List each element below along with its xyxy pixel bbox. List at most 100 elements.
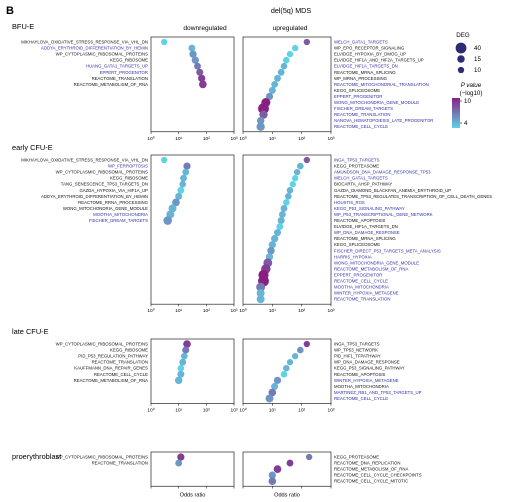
group-title: proerythroblast: [12, 452, 61, 461]
data-point-up: [292, 175, 299, 182]
data-point-up: [297, 346, 304, 354]
panel-frame-down: [150, 36, 235, 133]
x-axis-label: Odds ratio: [274, 492, 300, 498]
panel-frame-down: [150, 154, 235, 305]
data-point-down: [181, 352, 188, 360]
data-point-up: [292, 44, 299, 52]
legend-size-label: 15: [474, 56, 481, 63]
term-label-down: REACTOME_CELL_CYCLE: [94, 372, 148, 377]
data-point-up: [289, 181, 296, 188]
term-label-up: FISCHER_DIRECT_P53_TARGETS_META_ANALYSIS: [334, 248, 441, 253]
term-label-down: ADDYA_ERYTHROID_DIFFERENTIATION_BY_HEMIN: [41, 194, 148, 199]
data-point-down: [189, 50, 197, 58]
x-tick-label: 10²: [298, 408, 305, 414]
term-label-up: GAZDA_DIAMOND_BLACKFAN_ANEMIA_ERYTHROID_…: [334, 188, 451, 193]
legend-color-title: P value: [461, 82, 482, 89]
data-point-up: [285, 193, 292, 200]
data-point-down: [175, 192, 183, 200]
term-label-up: WINTER_HYPOXIA_METAGENE: [334, 378, 399, 383]
data-point-down: [177, 453, 185, 461]
term-label-up: PID_HIF1_TFPATHWAY: [334, 354, 381, 359]
term-label-up: REACTOME_TRANSLATION: [334, 112, 390, 117]
term-label-up: KEGG_PROTEASOME: [334, 164, 379, 169]
data-point-up: [274, 74, 281, 82]
x-tick-label: 10⁰: [147, 308, 154, 314]
data-point-up: [273, 376, 282, 384]
term-label-up: REACTOME_APOPTOSIS: [334, 218, 386, 223]
panel-frame-up: [242, 36, 332, 133]
term-label-down: MIKHAYLOVA_OXIDATIVE_STRESS_RESPONSE_VIA…: [21, 158, 148, 163]
x-tick-label: 10²: [298, 136, 305, 142]
term-label-down: EPPERT_PROGENITOR: [100, 70, 148, 75]
x-tick-label: 10²: [203, 308, 210, 314]
term-label-down: MOOTHA_MITOCHONDRIA: [93, 212, 148, 217]
data-point-up: [303, 340, 310, 348]
term-label-up: WP_EPO_RECEPTOR_SIGNALING: [334, 46, 405, 51]
data-point-down: [194, 62, 201, 70]
data-point-down: [172, 198, 180, 207]
panel-frame-up: [242, 338, 332, 404]
x-tick-label: 10³: [328, 308, 335, 314]
term-label-down: KEGG_RIBOSOME: [110, 176, 148, 181]
data-point-up: [280, 205, 288, 212]
term-label-up: WONG_MITOCHONDRIA_GENE_MODULE: [334, 260, 419, 265]
term-label-up: REACTOME_MITOCHONDRIAL_TRANSLATION: [334, 82, 429, 87]
term-label-up: EPPERT_PROGENITOR: [334, 272, 382, 277]
x-tick-label: 10²: [298, 308, 305, 314]
term-label-up: HARRIS_HYPOXIA: [334, 254, 372, 259]
term-label-up: WONG_MITOCHONDRIA_GENE_MODULE: [334, 100, 419, 105]
data-point-up: [256, 282, 266, 292]
term-label-up: ELVIDGE_HIF1A_TARGETS_DN: [334, 64, 398, 69]
term-label-up: REACTOME_METABOLISM_OF_RNA: [334, 266, 408, 271]
term-label-up: BIOCARTA_AHSP_PATHWAY: [334, 182, 392, 187]
data-point-down: [179, 358, 187, 366]
x-tick-label: 10¹: [175, 136, 182, 142]
data-point-up: [271, 80, 279, 88]
term-label-up: KEGG_PROTEASOME: [334, 455, 379, 460]
data-point-up: [286, 186, 294, 194]
term-label-down: WONG_MITOCHONDRIA_GENE_MODULE: [63, 206, 148, 211]
term-label-up: WP_MRNA_PROCESSING: [334, 76, 388, 81]
term-label-up: ELVIDGE_HYPOXIA_BY_DMOG_UP: [334, 52, 406, 57]
term-label-up: REACTOME_METABOLISM_OF_RNA: [334, 467, 408, 472]
data-point-down: [196, 68, 204, 76]
term-label-up: WP_P53_TRANSCRIPTIONAL_GENE_NETWORK: [334, 212, 433, 217]
x-axis-label: Odds ratio: [180, 492, 206, 498]
term-label-down: REACTOME_TRANSLATION: [92, 461, 148, 466]
x-tick-label: 10²: [203, 136, 210, 142]
data-point-up: [268, 86, 276, 94]
term-label-down: REACTOME_METABOLISM_OF_RNA: [74, 82, 148, 87]
term-label-up: AMUNDSON_DNA_DAMAGE_RESPONSE_TP53: [334, 170, 431, 175]
term-label-up: INGA_TP53_TARGETS: [334, 158, 380, 163]
term-label-down: KEGG_RIBOSOME: [110, 58, 148, 63]
term-label-up: MOOTHA_MITOCHONDRIA: [334, 285, 389, 290]
panel-letter: B: [6, 5, 14, 17]
term-label-up: REACTOME_CELL_CYCLE: [334, 396, 388, 401]
group-title: BFU-E: [12, 22, 34, 31]
data-point-up: [286, 459, 294, 467]
data-point-up: [303, 38, 310, 46]
x-tick-label: 10³: [328, 136, 335, 142]
data-point-up: [268, 241, 276, 249]
data-point-down: [161, 156, 168, 164]
term-label-down: WP_CYTOPLASMIC_RIBOSOMAL_PROTEINS: [56, 170, 148, 175]
panel-frame-up: [242, 154, 332, 305]
term-label-down: REACTOME_RRNA_PROCESSING: [78, 200, 149, 205]
term-label-up: WELCH_GATA1_TARGETS: [334, 176, 388, 181]
column-header-down: downregulated: [183, 25, 227, 32]
term-label-up: HOUSTIS_ROS: [334, 200, 365, 205]
term-label-up: WINTER_HYPOXIA_METAGENE: [334, 291, 399, 296]
x-tick-label: 10⁰: [147, 408, 154, 414]
data-point-down: [183, 340, 191, 348]
data-point-down: [174, 376, 183, 385]
x-tick-label: 10⁰: [239, 136, 246, 142]
panels-layer: BFU-E MIKHAYLOVA_OXIDATIVE_STRESS_RESPONS…: [12, 22, 492, 498]
legend-size-label: 10: [474, 67, 481, 74]
data-point-down: [180, 174, 187, 182]
data-point-up: [286, 50, 294, 58]
data-point-up: [277, 217, 285, 225]
term-label-up: REACTOME_TRANSLATION: [334, 297, 390, 302]
term-label-up: WP_DNA_DAMAGE_RESPONSE: [334, 230, 400, 235]
panel-frame-down: [150, 338, 235, 404]
